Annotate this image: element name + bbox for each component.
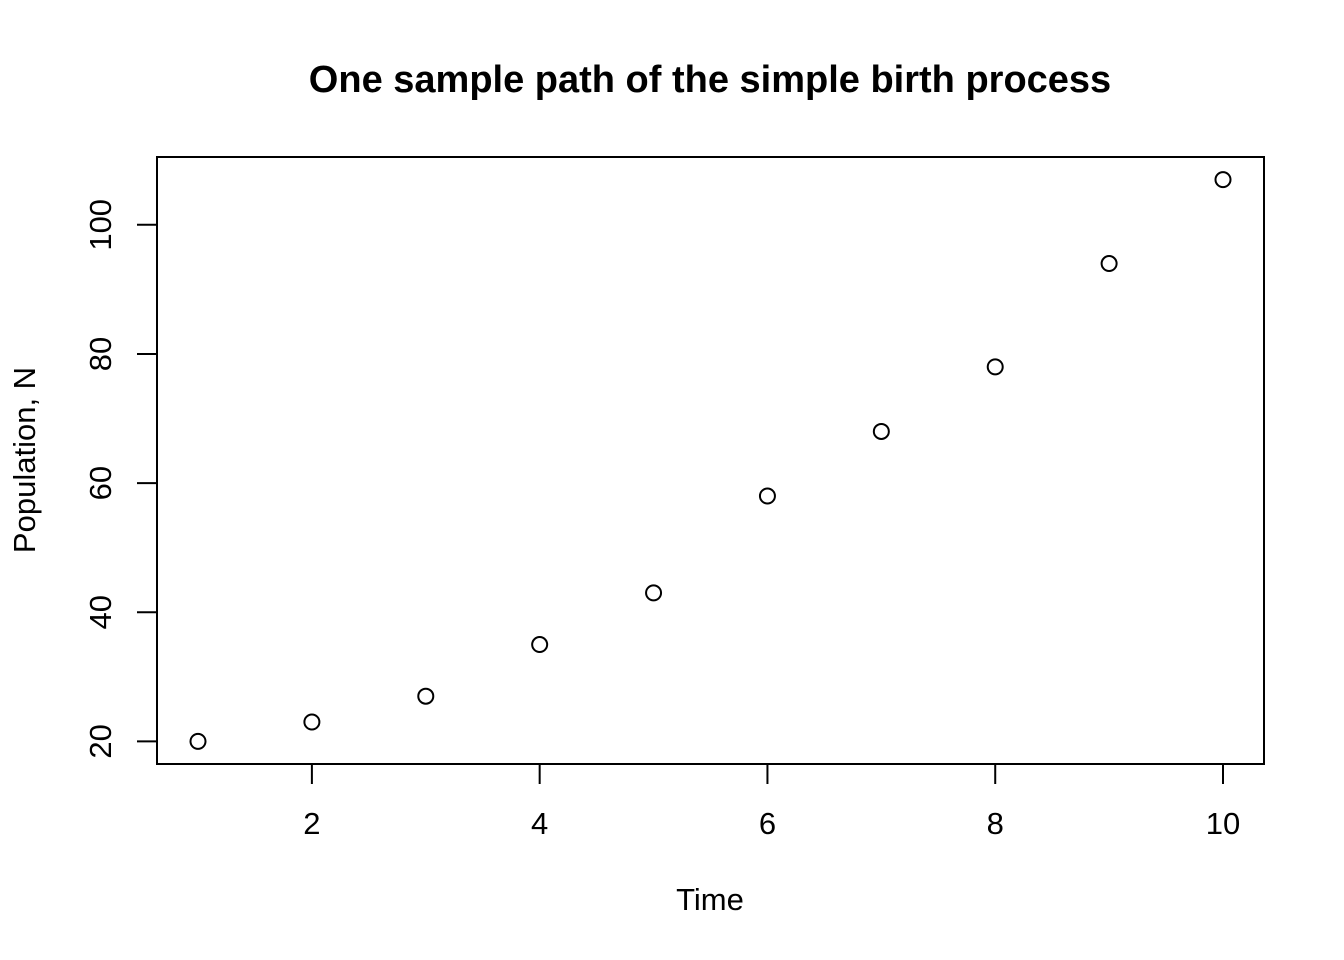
y-tick-label: 40 [83, 595, 118, 629]
x-axis-label: Time [676, 882, 744, 917]
data-point [189, 732, 207, 750]
x-tick-label: 4 [531, 806, 548, 841]
y-axis: 20 40 60 80 100 [83, 199, 158, 759]
x-tick-label: 8 [987, 806, 1004, 841]
data-point [758, 487, 776, 505]
y-tick-label: 20 [83, 724, 118, 758]
data-point [872, 422, 890, 440]
data-point [417, 687, 435, 705]
data-point [303, 713, 321, 731]
y-tick-label: 60 [83, 466, 118, 500]
x-axis: 2 4 6 8 10 [303, 763, 1240, 841]
data-point [1214, 171, 1232, 189]
y-tick-label: 80 [83, 337, 118, 371]
y-axis-label: Population, N [7, 367, 42, 553]
plot-frame [156, 156, 1265, 765]
y-tick-label: 100 [83, 199, 118, 251]
x-tick-label: 2 [303, 806, 320, 841]
data-point [1100, 255, 1118, 273]
x-tick-label: 6 [759, 806, 776, 841]
chart-title: One sample path of the simple birth proc… [309, 59, 1111, 101]
data-points [189, 171, 1232, 750]
data-point [645, 584, 663, 602]
x-tick-label: 10 [1206, 806, 1240, 841]
data-point [986, 358, 1004, 376]
data-point [531, 636, 549, 654]
